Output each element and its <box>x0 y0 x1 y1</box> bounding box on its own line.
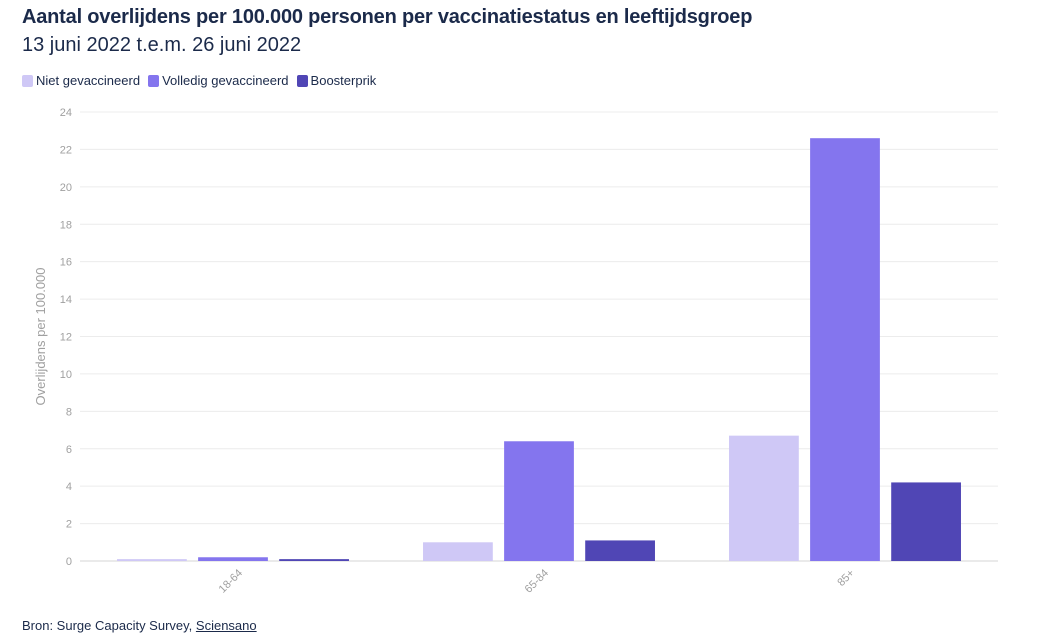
chart-title: Aantal overlijdens per 100.000 personen … <box>22 6 753 28</box>
legend-swatch <box>296 74 308 87</box>
x-tick-label: 18-64 <box>217 567 245 595</box>
legend-swatch <box>148 74 160 87</box>
legend-label: Volledig gevaccineerd <box>162 73 289 88</box>
y-tick-label: 16 <box>60 257 72 269</box>
legend-swatch <box>22 74 33 87</box>
bar-65-84-volledig-gevaccineerd <box>504 441 574 561</box>
chart-subtitle: 13 juni 2022 t.e.m. 26 juni 2022 <box>22 34 302 56</box>
y-tick-label: 20 <box>60 182 72 194</box>
y-tick-label: 14 <box>60 294 72 306</box>
legend-item-niet-gevaccineerd[interactable]: Niet gevaccineerd <box>22 73 140 88</box>
legend-item-boosterprik[interactable]: Boosterprik <box>296 73 377 88</box>
bar-85+-volledig-gevaccineerd <box>810 138 880 562</box>
y-tick-label: 4 <box>66 481 72 493</box>
bar-65-84-boosterprik <box>585 540 655 561</box>
legend-label: Boosterprik <box>310 73 377 88</box>
bar-18-64-boosterprik <box>279 559 349 561</box>
legend: Niet gevaccineerd Volledig gevaccineerd … <box>22 73 376 88</box>
bar-85+-boosterprik <box>891 482 961 561</box>
y-axis-title: Overlijdens per 100.000 <box>33 267 48 405</box>
y-tick-label: 2 <box>66 519 72 531</box>
x-tick-label: 65-84 <box>523 567 551 595</box>
y-tick-label: 8 <box>66 406 72 418</box>
bar-18-64-volledig-gevaccineerd <box>198 557 268 561</box>
x-tick-label: 85+ <box>835 567 857 589</box>
bar-65-84-niet-gevaccineerd <box>423 542 493 561</box>
y-tick-label: 18 <box>60 219 72 231</box>
legend-item-volledig-gevaccineerd[interactable]: Volledig gevaccineerd <box>148 73 289 88</box>
source-footer: Bron: Surge Capacity Survey, Sciensano <box>22 618 257 633</box>
y-tick-label: 10 <box>60 369 72 381</box>
source-text: Bron: Surge Capacity Survey, <box>22 618 196 633</box>
y-tick-label: 0 <box>66 556 72 568</box>
y-tick-label: 6 <box>66 444 72 456</box>
legend-label: Niet gevaccineerd <box>36 73 141 88</box>
bar-18-64-niet-gevaccineerd <box>117 559 187 561</box>
source-link[interactable]: Sciensano <box>195 618 257 633</box>
bar-85+-niet-gevaccineerd <box>729 435 799 561</box>
y-tick-label: 22 <box>60 144 72 156</box>
y-tick-label: 12 <box>60 332 72 344</box>
y-tick-label: 24 <box>60 107 72 119</box>
